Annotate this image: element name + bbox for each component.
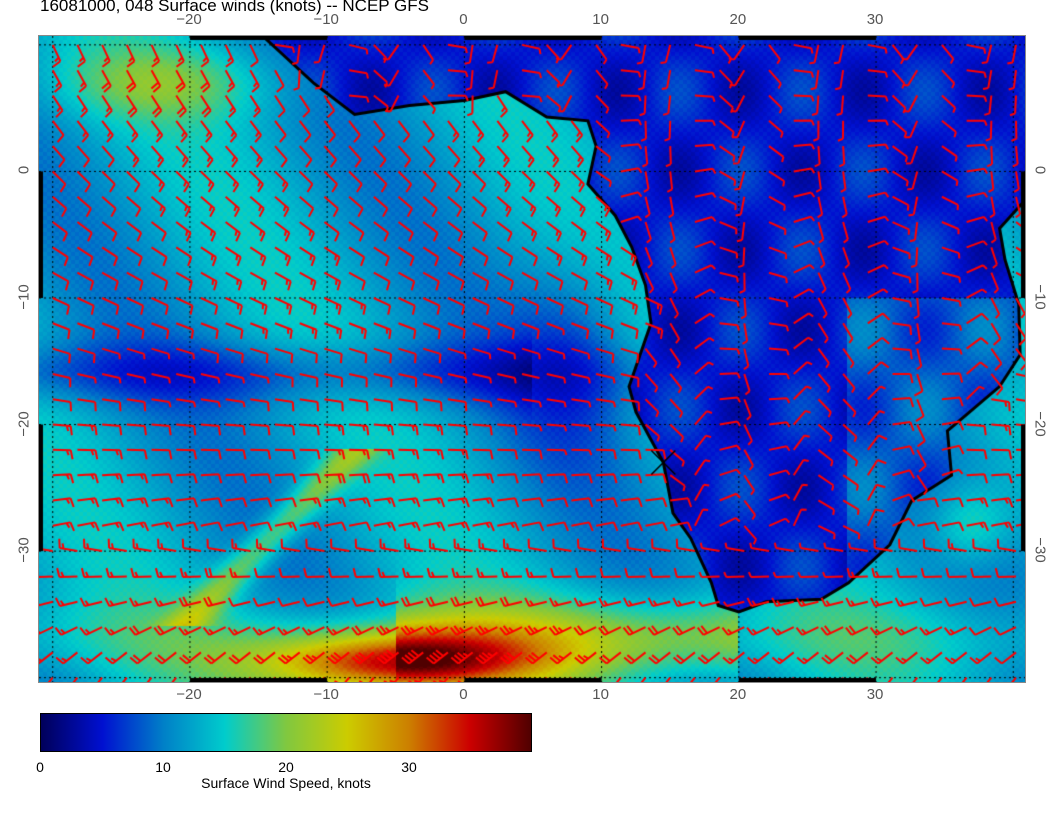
lat-tick-left: 0 [15, 166, 33, 175]
colorbar-tick: 20 [278, 759, 294, 775]
lat-tick-left: −30 [15, 537, 33, 563]
lon-tick-bottom: 0 [459, 686, 468, 703]
lon-tick-top: 0 [459, 11, 468, 28]
lon-tick-bottom: −20 [176, 686, 202, 703]
lon-tick-bottom: 30 [866, 686, 884, 703]
lat-tick-right: −30 [1031, 537, 1049, 563]
lon-tick-bottom: 20 [729, 686, 747, 703]
lat-tick-right: −10 [1031, 284, 1049, 310]
colorbar-tick: 30 [401, 759, 417, 775]
wind-speed-field [39, 36, 1025, 682]
lon-tick-top: 20 [729, 11, 747, 28]
lat-tick-right: −20 [1031, 410, 1049, 437]
colorbar [40, 713, 532, 752]
lon-tick-bottom: −10 [313, 686, 339, 703]
lat-tick-left: −10 [15, 284, 33, 310]
lat-tick-right: 0 [1031, 166, 1049, 175]
lon-tick-bottom: 10 [592, 686, 609, 703]
lon-tick-top: −20 [176, 11, 202, 28]
lon-tick-top: 30 [866, 11, 884, 28]
lon-tick-top: 10 [592, 11, 609, 28]
lon-tick-top: −10 [313, 11, 339, 28]
wind-map [38, 35, 1026, 683]
map-title: 16081000, 048 Surface winds (knots) -- N… [40, 0, 429, 15]
lat-tick-left: −20 [15, 410, 33, 437]
colorbar-tick: 10 [155, 759, 171, 775]
colorbar-label: Surface Wind Speed, knots [201, 775, 371, 791]
colorbar-tick: 0 [36, 759, 44, 775]
